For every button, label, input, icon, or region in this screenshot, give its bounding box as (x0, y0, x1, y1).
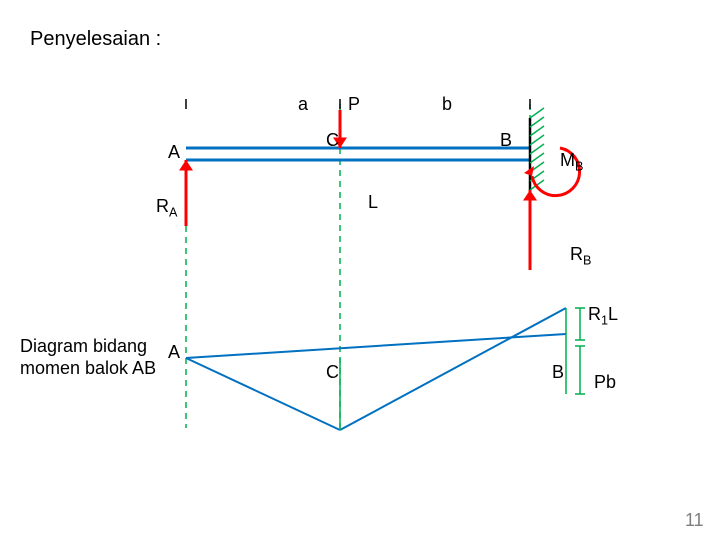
diagram-svg (0, 0, 720, 540)
moment-title-1: Diagram bidang (20, 336, 147, 357)
label-mB: B (552, 362, 564, 383)
label-MB: MB (560, 150, 583, 174)
label-P: P (348, 94, 360, 115)
label-b: b (442, 94, 452, 115)
label-mA: A (168, 342, 180, 363)
label-RA: RA (156, 196, 177, 220)
label-a: a (298, 94, 308, 115)
label-A: A (168, 142, 180, 163)
page-title: Penyelesaian : (30, 28, 161, 51)
label-B: B (500, 130, 512, 151)
label-mC: C (326, 362, 339, 383)
label-R1L: R1L (588, 304, 618, 328)
label-Pb: Pb (594, 372, 616, 393)
label-L: L (368, 192, 378, 213)
page-number: 11 (685, 510, 704, 531)
moment-title-2: momen balok AB (20, 358, 156, 379)
label-C: C (326, 130, 339, 151)
label-RB: RB (570, 244, 591, 268)
